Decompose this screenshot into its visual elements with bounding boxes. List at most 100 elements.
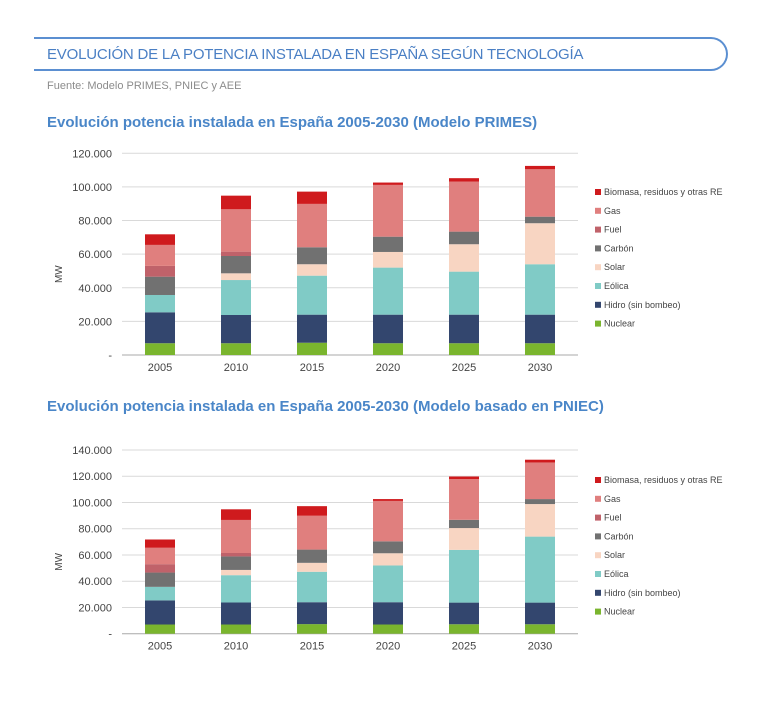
legend-label: Biomasa, residuos y otras RE <box>604 475 723 485</box>
bar-segment-hidro-sin-bombeo- <box>449 602 479 625</box>
bar-segment-carb-n <box>221 255 251 274</box>
bar-segment-hidro-sin-bombeo- <box>145 600 175 625</box>
bar-segment-biomasa-residuos-y-otras-re <box>145 234 175 245</box>
y-tick-label: 80.000 <box>78 216 112 228</box>
bar-segment-gas <box>297 515 327 550</box>
x-tick-label: 2030 <box>528 641 552 653</box>
bar-segment-carb-n <box>449 519 479 529</box>
legend-label: Fuel <box>604 513 622 523</box>
bar-segment-solar <box>373 553 403 566</box>
page-title: EVOLUCIÓN DE LA POTENCIA INSTALADA EN ES… <box>47 46 584 63</box>
legend-label: Carbón <box>604 531 634 541</box>
legend-label: Gas <box>604 494 621 504</box>
legend-label: Hidro (sin bombeo) <box>604 300 681 310</box>
legend-label: Eólica <box>604 569 629 579</box>
bar-segment-biomasa-residuos-y-otras-re <box>525 165 555 170</box>
bar-segment-hidro-sin-bombeo- <box>373 602 403 625</box>
bar-segment-fuel <box>221 553 251 557</box>
legend-swatch <box>595 533 601 540</box>
bar-segment-biomasa-residuos-y-otras-re <box>449 178 479 182</box>
chart-2-title: Evolución potencia instalada en España 2… <box>47 398 604 415</box>
chart-1-title: Evolución potencia instalada en España 2… <box>47 114 538 131</box>
legend-swatch <box>595 207 601 214</box>
bar-segment-nuclear <box>449 624 479 634</box>
y-axis-label: MW <box>54 265 65 283</box>
legend-swatch <box>595 264 601 271</box>
y-tick-label: 20.000 <box>78 602 112 614</box>
bar-segment-biomasa-residuos-y-otras-re <box>297 191 327 204</box>
bar-segment-nuclear <box>373 624 403 634</box>
bar-segment-e-lica <box>525 264 555 315</box>
legend-label: Nuclear <box>604 319 635 329</box>
y-tick-label: 100.000 <box>72 497 112 509</box>
bar-segment-biomasa-residuos-y-otras-re <box>525 459 555 463</box>
bar-segment-carb-n <box>525 499 555 505</box>
legend-swatch <box>595 226 601 233</box>
y-tick-label: 40.000 <box>78 283 112 295</box>
x-tick-label: 2015 <box>300 362 324 374</box>
y-tick-label: 60.000 <box>78 249 112 261</box>
x-tick-label: 2010 <box>224 362 248 374</box>
bar-segment-hidro-sin-bombeo- <box>373 314 403 344</box>
legend-swatch <box>595 477 601 483</box>
bar-segment-nuclear <box>373 343 403 355</box>
legend-swatch <box>595 589 601 596</box>
x-tick-label: 2025 <box>452 641 476 653</box>
legend-label: Nuclear <box>604 607 635 617</box>
bar-segment-solar <box>221 273 251 281</box>
bar-segment-nuclear <box>221 624 251 634</box>
bar-segment-e-lica <box>373 565 403 603</box>
legend-label: Carbón <box>604 243 634 253</box>
bar-segment-e-lica <box>525 536 555 603</box>
bar-segment-carb-n <box>449 231 479 245</box>
x-tick-label: 2015 <box>300 641 324 653</box>
bar-segment-e-lica <box>449 271 479 315</box>
bar-segment-gas <box>221 209 251 252</box>
bar-segment-hidro-sin-bombeo- <box>525 602 555 625</box>
legend-label: Solar <box>604 262 625 272</box>
y-tick-label: 40.000 <box>78 576 112 588</box>
legend-swatch <box>595 552 601 559</box>
bar-segment-hidro-sin-bombeo- <box>525 314 555 344</box>
bar-segment-gas <box>525 462 555 500</box>
x-tick-label: 2025 <box>452 362 476 374</box>
legend-swatch <box>595 514 601 521</box>
bar-segment-hidro-sin-bombeo- <box>145 312 175 344</box>
legend-label: Fuel <box>604 225 622 235</box>
bar-segment-solar <box>373 251 403 268</box>
legend-label: Gas <box>604 206 621 216</box>
bar-segment-biomasa-residuos-y-otras-re <box>373 499 403 501</box>
x-tick-label: 2005 <box>148 641 172 653</box>
bar-segment-fuel <box>145 265 175 277</box>
legend-swatch <box>595 571 601 577</box>
bar-segment-nuclear <box>297 342 327 355</box>
x-tick-label: 2020 <box>376 362 400 374</box>
bar-segment-solar <box>297 264 327 276</box>
bar-segment-biomasa-residuos-y-otras-re <box>297 506 327 516</box>
bar-segment-carb-n <box>297 247 327 265</box>
source-note: Fuente: Modelo PRIMES, PNIEC y AEE <box>47 80 242 92</box>
bar-segment-e-lica <box>145 586 175 601</box>
bar-segment-e-lica <box>221 280 251 315</box>
bar-segment-gas <box>221 519 251 554</box>
bar-segment-e-lica <box>449 549 479 603</box>
bar-segment-carb-n <box>145 276 175 295</box>
bar-segment-solar <box>525 504 555 537</box>
legend-label: Eólica <box>604 281 629 291</box>
bar-segment-e-lica <box>221 575 251 603</box>
legend-swatch <box>595 608 601 615</box>
bar-segment-e-lica <box>373 267 403 315</box>
bar-segment-gas <box>449 181 479 232</box>
x-tick-label: 2020 <box>376 641 400 653</box>
bar-segment-gas <box>297 203 327 248</box>
bar-segment-nuclear <box>221 343 251 355</box>
x-tick-label: 2010 <box>224 641 248 653</box>
bar-segment-nuclear <box>449 343 479 355</box>
legend-swatch <box>595 245 601 252</box>
bar-segment-gas <box>449 478 479 520</box>
bar-segment-gas <box>525 169 555 217</box>
bar-segment-hidro-sin-bombeo- <box>221 602 251 625</box>
bar-segment-carb-n <box>373 541 403 554</box>
